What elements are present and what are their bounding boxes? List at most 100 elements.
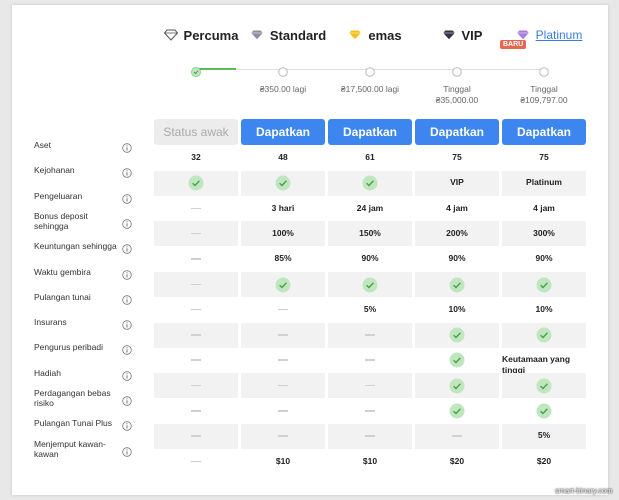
plan-name: Percuma (183, 27, 239, 43)
cell-text: $20 (449, 455, 465, 466)
info-icon (122, 317, 132, 330)
check-icon (536, 403, 552, 419)
cell-bg (502, 423, 586, 449)
progress-dot (191, 64, 201, 77)
info-icon (122, 368, 132, 381)
plan-header: Platinum (499, 27, 599, 43)
cell-text: 32 (191, 152, 201, 162)
row-label: Insurans (34, 317, 67, 328)
cell-text: 200% (446, 227, 468, 238)
dash-icon (191, 283, 201, 285)
row-label: Pulangan tunai (34, 291, 91, 302)
plan-button[interactable]: Dapatkan (328, 119, 412, 145)
info-icon (122, 342, 132, 356)
progress-dot (452, 64, 462, 77)
row-label: Aset (34, 140, 52, 150)
cell-text: 75 (539, 152, 549, 162)
dash-icon (278, 384, 288, 387)
progress-label: ₴35,000.00 (435, 95, 479, 105)
dash-icon (191, 308, 201, 311)
dash-icon (365, 334, 375, 336)
plan-name: VIP (461, 27, 483, 43)
plan-button[interactable]: Status awak (154, 119, 238, 145)
check-icon (362, 277, 378, 293)
check-icon (275, 277, 291, 293)
dash-icon (365, 359, 375, 361)
progress-label: ₴109,797.00 (520, 95, 568, 105)
cell-bg (241, 221, 325, 247)
dash-icon (278, 435, 288, 437)
dash-icon (365, 384, 375, 387)
info-icon (122, 418, 132, 431)
row-label: Pulangan Tunai Plus (34, 418, 112, 429)
dash-icon (278, 410, 288, 412)
cell-text: 5% (363, 303, 377, 314)
dash-icon (278, 308, 288, 311)
cell-bg (415, 170, 499, 196)
plan-header: emas (325, 27, 425, 43)
cell-text: 150% (359, 227, 381, 238)
check-icon (362, 175, 378, 191)
info-icon (122, 191, 132, 204)
dash-icon (278, 334, 288, 336)
info-icon (122, 267, 132, 280)
info-icon (122, 241, 132, 254)
info-icon (122, 165, 132, 178)
cell-text: $20 (536, 455, 552, 466)
row-label: Pengeluaran (34, 190, 83, 201)
dash-icon (191, 232, 201, 235)
plan-name[interactable]: Platinum (535, 28, 583, 42)
plan-button[interactable]: Dapatkan (241, 119, 325, 145)
dash-icon (191, 460, 201, 463)
cell-text: 90% (535, 253, 553, 264)
cell-text: $10 (275, 455, 291, 466)
dash-icon (191, 410, 201, 412)
cell-text: 24 jam (356, 202, 384, 213)
row-label: Kejohanan (34, 165, 75, 176)
check-icon (449, 378, 465, 394)
cell-text: 4 jam (446, 202, 468, 213)
plan-header: VIP (412, 27, 512, 43)
cell-text: Platinum (526, 177, 562, 188)
plan-name: emas (368, 27, 402, 43)
row-label: Hadiah (34, 367, 61, 378)
info-icon (122, 292, 132, 305)
card (12, 5, 608, 495)
row-label: Menjemput kawan-kawan (34, 438, 106, 459)
info-icon (122, 444, 132, 457)
dash-icon (278, 359, 288, 361)
plan-header: Percuma (151, 27, 251, 43)
check-icon (188, 175, 204, 191)
check-icon (275, 175, 291, 191)
plan-button[interactable]: Dapatkan (415, 119, 499, 145)
cell-text: 61 (365, 152, 375, 162)
check-icon (536, 327, 552, 343)
cell-text: 4 jam (533, 202, 555, 213)
cell-text: 100% (272, 227, 294, 238)
info-icon (122, 216, 132, 229)
dash-icon (452, 435, 462, 437)
plan-button[interactable]: Dapatkan (502, 119, 586, 145)
cell-text: 90% (361, 253, 379, 264)
watermark: smart-binary.com (555, 486, 613, 495)
progress-dot (365, 64, 375, 77)
dash-icon (365, 435, 375, 437)
dash-icon (191, 207, 201, 210)
progress-label: ₴350.00 lagi (259, 84, 307, 94)
cell-text: VIP (450, 177, 464, 188)
progress-dot (539, 64, 549, 77)
check-icon (449, 327, 465, 343)
progress-label: Tinggal (530, 84, 558, 94)
plan-header: Standard (238, 27, 338, 43)
dash-icon (191, 384, 201, 387)
progress-done (196, 68, 236, 70)
progress-dot (278, 64, 288, 77)
progress-label: ₴17,500.00 lagi (340, 84, 400, 94)
check-icon (536, 378, 552, 394)
cell-text: 48 (278, 152, 288, 162)
row-label: Keuntungan sehingga (34, 241, 117, 252)
cell-text: 90% (448, 253, 466, 264)
row-label: Perdagangan bebas risiko (34, 388, 111, 408)
row-label: Waktu gembira (34, 266, 91, 277)
